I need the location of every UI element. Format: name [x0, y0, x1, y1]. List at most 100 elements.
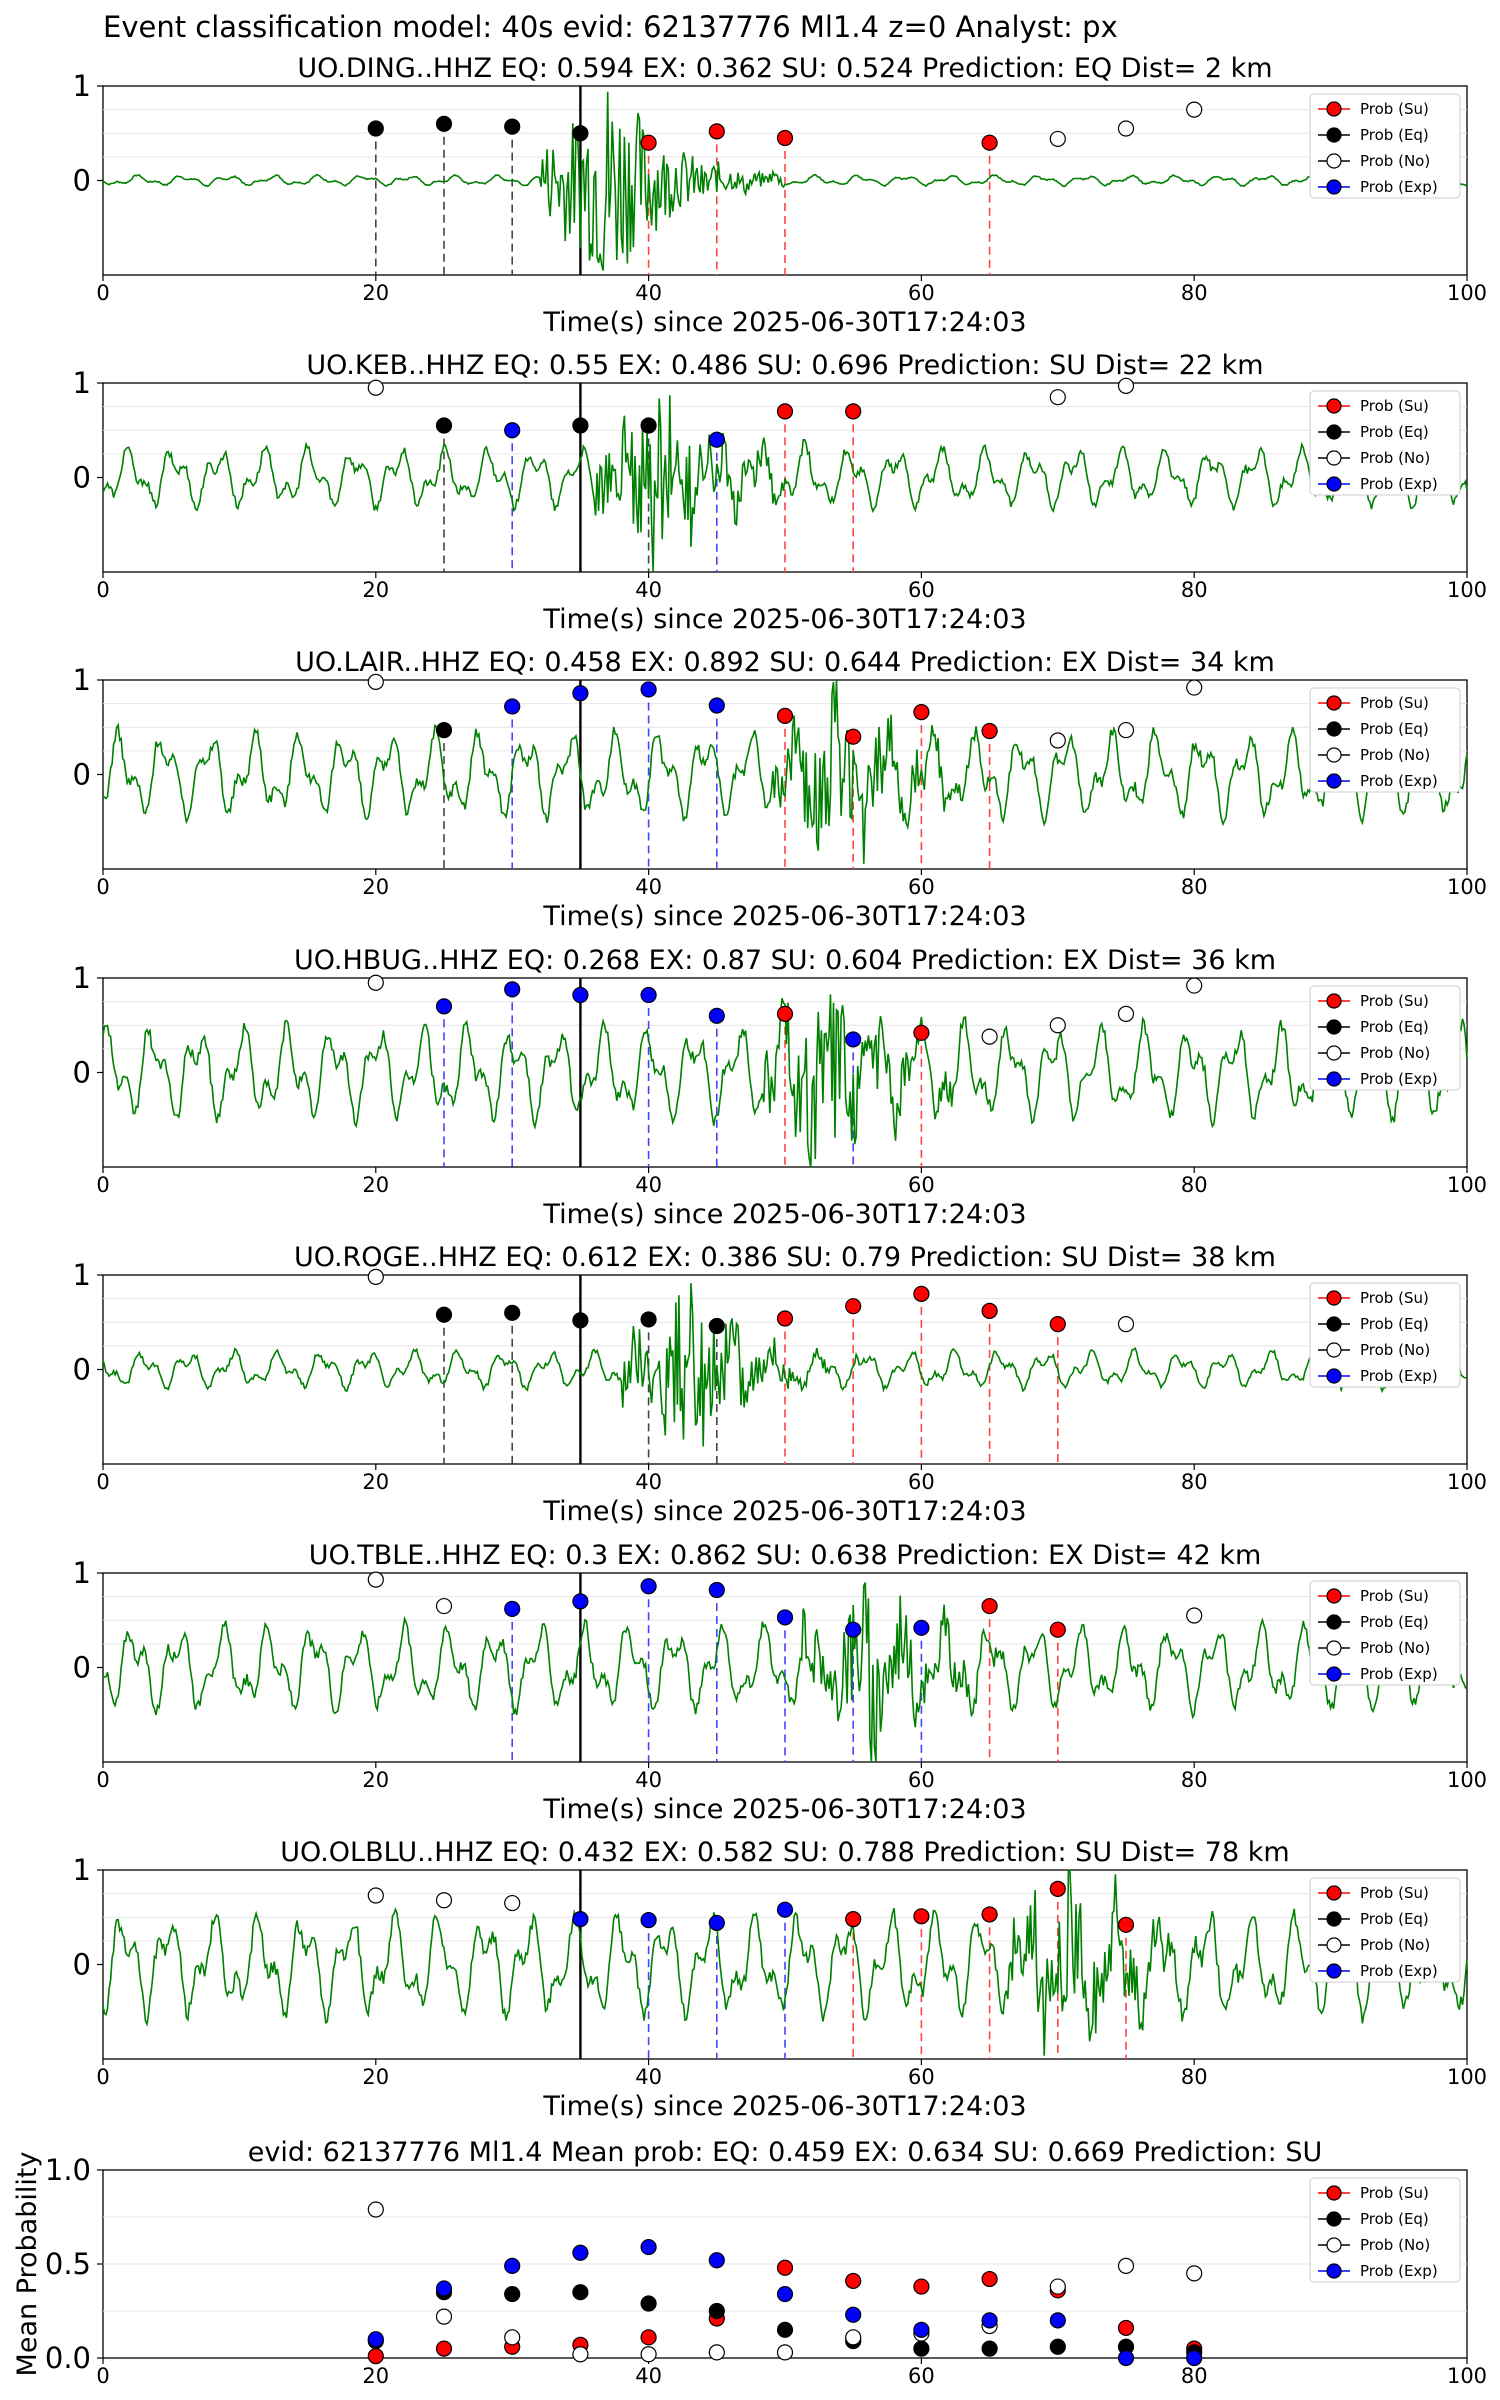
- y-tick-label: 0: [73, 461, 91, 495]
- mean-marker-no: [845, 2329, 862, 2346]
- mean-marker-no: [572, 2346, 589, 2363]
- waveform-trace: [102, 994, 1468, 1168]
- legend-label: Prob (Exp): [1360, 475, 1438, 493]
- station-panel: 0 20 40 60 80 100 1 0 UO.DING..HHZ EQ: 0.594 EX:…: [73, 53, 1488, 338]
- prob-marker-su: [845, 403, 862, 420]
- legend-label: Prob (Eq): [1360, 1613, 1429, 1631]
- legend-marker-exp: [1326, 476, 1342, 492]
- x-tick-label: 60: [908, 281, 935, 305]
- x-tick-label: 60: [908, 1768, 935, 1792]
- prob-marker-no: [367, 1268, 384, 1285]
- x-tick-label: 20: [362, 578, 389, 602]
- x-tick-label: 60: [908, 578, 935, 602]
- prob-marker-exp: [708, 1914, 725, 1932]
- legend-box: [1309, 985, 1461, 1091]
- y-tick-label: 0: [73, 1948, 91, 1982]
- legend-marker-no: [1326, 2237, 1342, 2253]
- x-axis-label: Time(s) since 2025-06-30T17:24:03: [542, 2091, 1026, 2122]
- prob-marker-exp: [708, 431, 725, 448]
- x-tick-label: 20: [362, 1173, 389, 1197]
- mean-marker-eq: [981, 2340, 998, 2357]
- prob-marker-su: [981, 1302, 998, 1320]
- mean-marker-eq: [776, 2321, 794, 2338]
- prob-marker-exp: [708, 1007, 725, 1024]
- prob-marker-su: [981, 134, 998, 151]
- mean-marker-su: [845, 2272, 862, 2290]
- mean-marker-su: [367, 2348, 384, 2365]
- prob-marker-no: [1117, 1316, 1135, 1333]
- y-tick-label: 0: [73, 1056, 91, 1090]
- panel-title: UO.HBUG..HHZ EQ: 0.268 EX: 0.87 SU: 0.60…: [294, 945, 1276, 976]
- x-tick-label: 40: [635, 1470, 662, 1494]
- station-panel: 0 20 40 60 80 100 1 0 UO.ROGE..HHZ EQ: 0.612 EX:…: [73, 1242, 1488, 1527]
- x-tick-label: 40: [635, 1768, 662, 1792]
- x-tick-label: 40: [635, 2364, 662, 2388]
- legend-marker-exp: [1326, 2263, 1342, 2279]
- mean-marker-eq: [640, 2295, 657, 2312]
- prob-marker-no: [367, 379, 384, 396]
- legend-label: Prob (No): [1360, 1639, 1430, 1657]
- legend-box: [1309, 1282, 1461, 1388]
- legend-marker-exp: [1326, 1071, 1342, 1087]
- prob-marker-eq: [572, 1312, 589, 1329]
- prob-marker-exp: [572, 685, 589, 702]
- prob-marker-no: [1186, 977, 1203, 994]
- prob-marker-no: [1049, 130, 1066, 148]
- mean-marker-no: [367, 2201, 384, 2218]
- prob-marker-su: [776, 129, 794, 147]
- prob-marker-eq: [367, 120, 384, 137]
- prob-marker-no: [1117, 1005, 1135, 1023]
- legend-label: Prob (Su): [1360, 397, 1429, 415]
- legend-label: Prob (Su): [1360, 992, 1429, 1010]
- legend-box: [1309, 93, 1461, 199]
- waveform-trace: [102, 91, 1468, 271]
- mean-marker-no: [1049, 2278, 1066, 2295]
- y-tick-label: 0.0: [45, 2341, 91, 2375]
- mean-marker-exp: [367, 2331, 384, 2348]
- prob-marker-eq: [572, 417, 589, 434]
- legend-marker-eq: [1326, 1911, 1342, 1927]
- x-tick-label: 80: [1181, 875, 1208, 899]
- panel-title: UO.KEB..HHZ EQ: 0.55 EX: 0.486 SU: 0.696…: [306, 350, 1263, 381]
- mean-marker-exp: [1117, 2349, 1135, 2367]
- x-axis-label: Time(s) since 2025-06-30T17:24:03: [542, 1496, 1026, 1527]
- prob-marker-no: [504, 1894, 521, 1912]
- x-tick-label: 20: [362, 875, 389, 899]
- prob-marker-su: [640, 134, 657, 151]
- mean-marker-su: [913, 2278, 930, 2295]
- prob-marker-eq: [708, 1317, 725, 1335]
- legend-marker-no: [1326, 1640, 1342, 1656]
- prob-marker-exp: [640, 1578, 657, 1595]
- prob-marker-no: [981, 1028, 998, 1045]
- prob-marker-eq: [640, 1311, 657, 1328]
- y-tick-label: 1: [73, 961, 91, 995]
- x-tick-label: 80: [1181, 1173, 1208, 1197]
- x-tick-label: 40: [635, 1173, 662, 1197]
- x-tick-label: 100: [1447, 578, 1487, 602]
- prob-marker-no: [1117, 120, 1135, 137]
- legend-label: Prob (No): [1360, 1044, 1430, 1062]
- mean-marker-no: [1117, 2257, 1135, 2274]
- x-tick-label: 60: [908, 875, 935, 899]
- prob-marker-exp: [504, 422, 521, 439]
- x-tick-label: 100: [1447, 1173, 1487, 1197]
- prob-marker-no: [1117, 721, 1135, 739]
- prob-marker-exp: [572, 1911, 589, 1928]
- legend-label: Prob (Su): [1360, 1289, 1429, 1307]
- mean-marker-exp: [1186, 2349, 1203, 2367]
- prob-marker-no: [1117, 377, 1135, 394]
- x-tick-label: 20: [362, 1768, 389, 1792]
- x-tick-label: 80: [1181, 578, 1208, 602]
- prob-marker-no: [1049, 389, 1066, 406]
- x-tick-label: 80: [1181, 2364, 1208, 2388]
- mean-marker-eq: [572, 2284, 589, 2301]
- x-axis-label: Time(s) since 2025-06-30T17:24:03: [542, 1199, 1026, 1230]
- x-tick-label: 100: [1447, 1470, 1487, 1494]
- prob-marker-no: [1186, 101, 1203, 118]
- mean-marker-eq: [504, 2285, 521, 2303]
- waveform-trace: [102, 1582, 1468, 1763]
- legend-label: Prob (Exp): [1360, 1665, 1438, 1683]
- legend-label: Prob (No): [1360, 2236, 1430, 2254]
- prob-marker-su: [1049, 1621, 1066, 1638]
